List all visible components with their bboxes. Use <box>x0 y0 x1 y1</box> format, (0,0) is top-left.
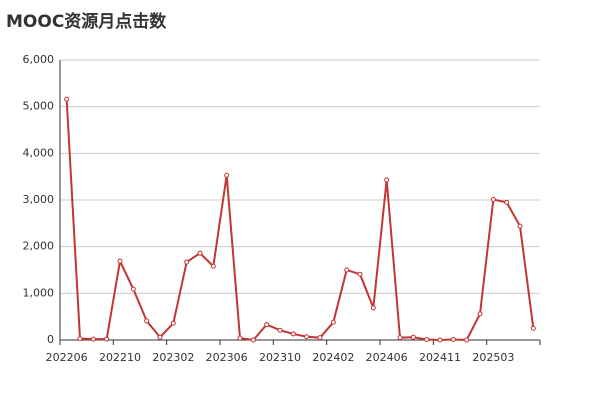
point <box>517 223 523 229</box>
point <box>424 337 430 343</box>
point <box>330 319 336 325</box>
point <box>77 336 83 342</box>
line <box>65 99 535 342</box>
point <box>144 318 150 324</box>
x-tick-label: 202206 <box>46 351 88 364</box>
y-tick-label: 2,000 <box>23 240 55 253</box>
point <box>344 267 350 273</box>
x-tick-label: 202402 <box>312 351 354 364</box>
point <box>304 334 310 340</box>
point <box>477 311 483 317</box>
point <box>437 337 443 343</box>
x-tick-label: 202210 <box>99 351 141 364</box>
point <box>290 331 296 337</box>
point <box>130 286 136 292</box>
point <box>170 320 176 326</box>
point <box>410 334 416 340</box>
point <box>317 335 323 341</box>
point <box>117 258 123 264</box>
point <box>197 250 203 256</box>
point <box>224 172 230 178</box>
x-tick-label: 202411 <box>419 351 461 364</box>
x-tick-label: 202503 <box>472 351 514 364</box>
point <box>357 271 363 277</box>
point <box>530 325 536 331</box>
x-tick-label: 202306 <box>206 351 248 364</box>
chart-title: MOOC资源月点击数 <box>6 11 167 32</box>
y-tick-label: 5,000 <box>23 100 55 113</box>
y-tick-label: 1,000 <box>23 286 55 299</box>
point <box>384 177 390 183</box>
point <box>370 305 376 311</box>
point <box>490 197 496 203</box>
point <box>184 259 190 265</box>
point <box>450 337 456 343</box>
y-tick-label: 4,000 <box>23 146 55 159</box>
point <box>504 199 510 205</box>
point <box>464 337 470 343</box>
y-tick-label: 3,000 <box>23 193 55 206</box>
y-tick-label: 0 <box>47 333 54 346</box>
point <box>104 336 110 342</box>
point <box>264 322 270 328</box>
point <box>210 263 216 269</box>
x-tick-label: 202302 <box>152 351 194 364</box>
x-tick-label: 202406 <box>366 351 408 364</box>
y-tick-label: 6,000 <box>23 53 55 66</box>
point <box>90 336 96 342</box>
point <box>277 327 283 333</box>
point <box>397 335 403 341</box>
point <box>157 334 163 340</box>
point <box>250 337 256 343</box>
point <box>64 96 70 102</box>
point <box>237 335 243 341</box>
x-tick-label: 202310 <box>259 351 301 364</box>
